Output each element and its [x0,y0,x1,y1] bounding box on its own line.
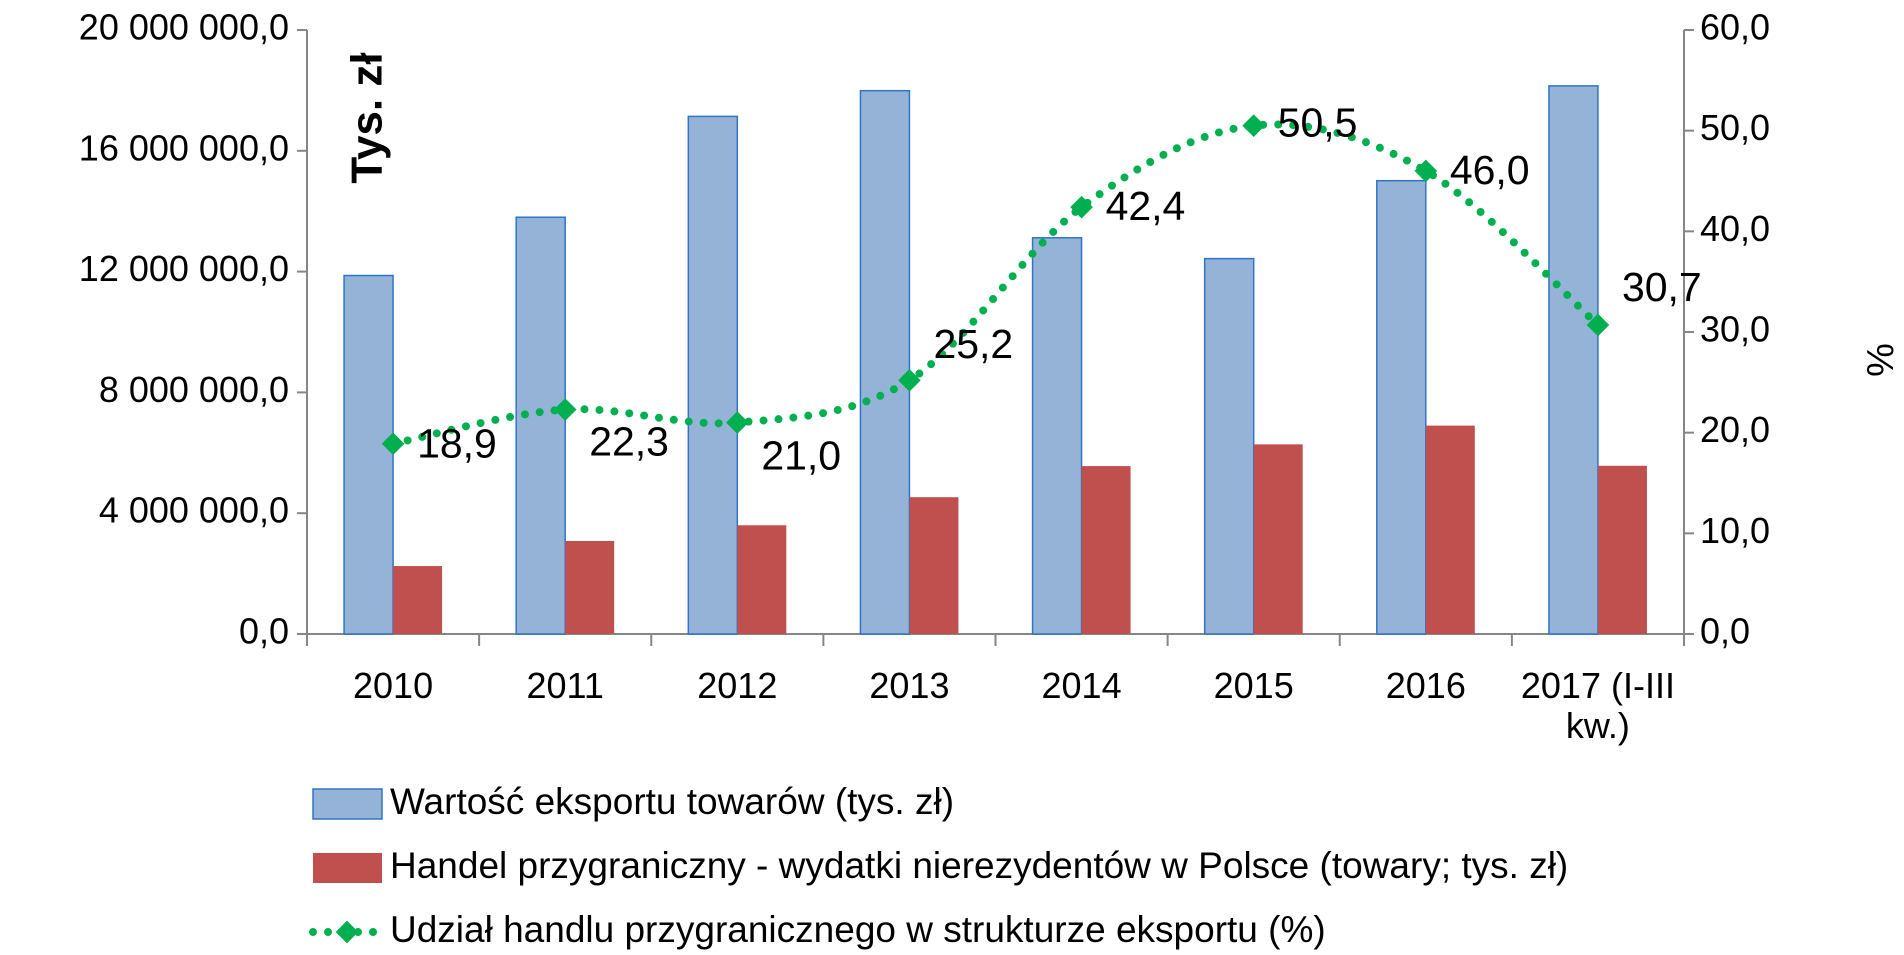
bar [859,89,911,635]
bar [737,525,787,634]
x-tick-label: 2013 [869,665,950,706]
legend-marker [335,920,359,944]
y-tick-label: 16 000 000,0 [79,127,289,168]
marker [898,369,921,392]
x-tick-label: 2011 [526,665,604,706]
bar [1597,465,1647,634]
bar [909,497,959,634]
x-tick-label: 2014 [1041,665,1122,706]
legend-swatch [313,853,382,883]
bar [1203,257,1255,635]
bar [1376,179,1427,635]
legend-label: Wartość eksportu towarów (tys. zł) [390,781,954,822]
data-label: 25,2 [933,321,1013,367]
y-tick-label: 8 000 000,0 [99,369,289,410]
x-tick-label: 2017 (I-III kw.) [1520,665,1675,746]
y2-axis-label: % [1860,343,1902,377]
y-axis-label: Tys. zł [343,52,392,183]
bar [393,566,443,634]
y-tick-label: 12 000 000,0 [79,248,289,289]
y2-tick-label: 20,0 [1700,409,1770,450]
x-tick-label: 2016 [1385,665,1466,706]
marker [553,398,577,421]
marker [725,411,749,434]
marker [1586,313,1610,337]
bar [1548,85,1599,635]
data-label: 21,0 [761,432,841,478]
bar [1253,444,1303,634]
marker [1242,114,1266,137]
x-tick-label: 2010 [353,665,434,706]
data-label: 50,5 [1278,99,1358,145]
y2-tick-label: 0,0 [1700,611,1750,652]
marker [381,432,405,456]
bar [1031,237,1083,635]
legend-swatch [312,788,383,820]
y-tick-label: 20 000 000,0 [79,7,289,48]
y2-tick-label: 50,0 [1700,107,1770,148]
bar [515,216,566,635]
data-label: 30,7 [1622,264,1702,310]
bar [343,274,394,635]
x-tick-label: 2012 [697,665,778,706]
bar [1081,466,1131,634]
y2-tick-label: 30,0 [1700,309,1770,350]
y-tick-label: 0,0 [239,611,289,652]
data-label: 22,3 [589,418,669,464]
bar [1425,425,1475,634]
data-label: 46,0 [1450,147,1530,193]
data-label: 42,4 [1106,183,1186,229]
y-tick-label: 4 000 000,0 [99,490,289,531]
y2-tick-label: 10,0 [1700,510,1770,551]
data-label: 18,9 [417,421,497,467]
x-tick-label: 2015 [1213,665,1294,706]
y2-tick-label: 40,0 [1700,208,1770,249]
legend-label: Handel przygraniczny - wydatki nierezyde… [390,845,1568,886]
y2-tick-label: 60,0 [1700,7,1770,48]
bar [565,540,615,634]
legend-label: Udział handlu przygranicznego w struktur… [390,909,1326,950]
bar [687,115,739,635]
